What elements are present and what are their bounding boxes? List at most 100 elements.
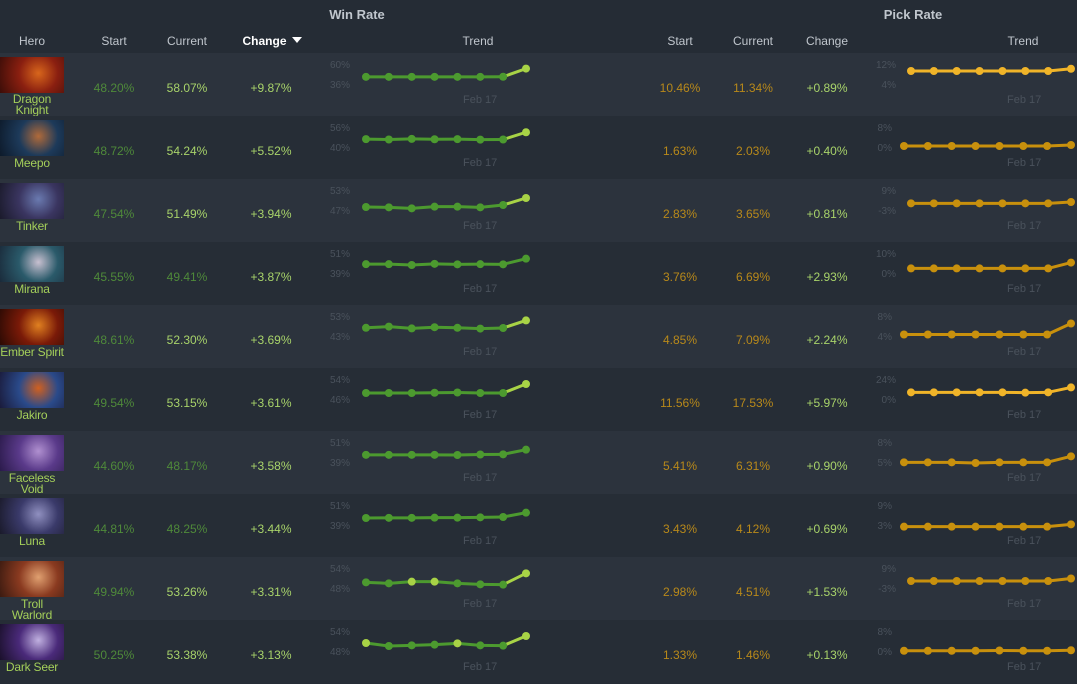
trend-point[interactable]: [952, 67, 961, 75]
trend-point[interactable]: [522, 445, 530, 454]
trend-point[interactable]: [430, 450, 439, 459]
trend-point[interactable]: [952, 264, 961, 273]
trend-point[interactable]: [362, 450, 370, 459]
trend-point[interactable]: [384, 203, 393, 212]
win-rate-trend-chart[interactable]: [361, 368, 531, 431]
trend-point[interactable]: [1043, 142, 1052, 150]
trend-point[interactable]: [499, 260, 508, 269]
hero-name[interactable]: Mirana: [0, 283, 64, 295]
trend-point[interactable]: [907, 199, 915, 208]
trend-point[interactable]: [407, 513, 416, 522]
trend-point[interactable]: [923, 458, 932, 467]
trend-point[interactable]: [1044, 388, 1053, 397]
win-rate-trend-chart[interactable]: [361, 116, 531, 179]
trend-point[interactable]: [1021, 264, 1030, 273]
trend-point[interactable]: [407, 450, 416, 459]
trend-point[interactable]: [522, 632, 530, 640]
win-rate-trend-chart[interactable]: [361, 305, 531, 368]
trend-point[interactable]: [476, 389, 485, 397]
trend-point[interactable]: [522, 254, 530, 263]
trend-point[interactable]: [907, 67, 915, 75]
trend-point[interactable]: [499, 324, 508, 332]
trend-point[interactable]: [522, 380, 530, 388]
trend-point[interactable]: [998, 67, 1007, 75]
trend-point[interactable]: [522, 128, 530, 137]
trend-point[interactable]: [499, 513, 508, 521]
win-rate-trend-chart[interactable]: [361, 53, 531, 116]
trend-point[interactable]: [900, 330, 908, 339]
pick-rate-trend-chart[interactable]: [899, 116, 1076, 179]
pick-rate-trend-chart[interactable]: [899, 305, 1076, 368]
trend-point[interactable]: [1067, 520, 1075, 529]
trend-point[interactable]: [476, 580, 485, 589]
trend-point[interactable]: [476, 72, 485, 81]
trend-point[interactable]: [362, 323, 370, 332]
hero-name[interactable]: Ember Spirit: [0, 346, 64, 358]
hero-cell[interactable]: Dark Seer: [0, 624, 64, 673]
trend-point[interactable]: [362, 135, 370, 144]
trend-point[interactable]: [522, 64, 530, 73]
trend-point[interactable]: [384, 72, 393, 81]
trend-point[interactable]: [975, 388, 984, 397]
trend-point[interactable]: [1067, 258, 1075, 267]
trend-point[interactable]: [995, 330, 1004, 339]
trend-point[interactable]: [384, 450, 393, 459]
hero-name[interactable]: Luna: [0, 535, 64, 547]
hero-cell[interactable]: Tinker: [0, 183, 64, 232]
trend-point[interactable]: [952, 388, 961, 397]
column-header-hero[interactable]: Hero: [18, 34, 45, 48]
column-header-wr-current[interactable]: Current: [166, 34, 207, 48]
trend-point[interactable]: [907, 577, 915, 585]
hero-portrait[interactable]: [0, 624, 64, 660]
trend-point[interactable]: [1019, 646, 1028, 655]
trend-point[interactable]: [430, 202, 439, 211]
win-rate-trend-chart[interactable]: [361, 179, 531, 242]
trend-point[interactable]: [499, 450, 508, 459]
trend-point[interactable]: [995, 458, 1004, 467]
pick-rate-trend-chart[interactable]: [906, 179, 1076, 242]
trend-point[interactable]: [1067, 574, 1075, 583]
hero-cell[interactable]: Troll Warlord: [0, 561, 64, 621]
trend-point[interactable]: [453, 72, 462, 81]
trend-point[interactable]: [384, 389, 393, 397]
trend-point[interactable]: [975, 577, 984, 585]
trend-point[interactable]: [947, 458, 956, 467]
trend-point[interactable]: [476, 260, 485, 269]
trend-point[interactable]: [453, 451, 462, 459]
trend-point[interactable]: [1044, 199, 1053, 208]
trend-point[interactable]: [971, 142, 980, 150]
trend-point[interactable]: [971, 646, 980, 655]
hero-cell[interactable]: Dragon Knight: [0, 57, 64, 116]
trend-point[interactable]: [929, 67, 938, 75]
trend-point[interactable]: [499, 201, 508, 209]
trend-point[interactable]: [476, 324, 485, 333]
trend-point[interactable]: [1043, 646, 1052, 655]
trend-point[interactable]: [923, 142, 932, 150]
trend-point[interactable]: [971, 522, 980, 531]
trend-point[interactable]: [430, 388, 439, 397]
trend-point[interactable]: [929, 199, 938, 208]
trend-point[interactable]: [407, 204, 416, 213]
trend-point[interactable]: [430, 259, 439, 268]
trend-point[interactable]: [975, 199, 984, 208]
trend-point[interactable]: [476, 450, 485, 459]
column-header-pr-trend[interactable]: Trend: [1007, 34, 1039, 48]
trend-point[interactable]: [362, 389, 370, 397]
trend-point[interactable]: [1019, 142, 1028, 150]
hero-portrait[interactable]: [0, 435, 64, 471]
win-rate-trend-chart[interactable]: [361, 494, 531, 557]
trend-point[interactable]: [453, 388, 462, 397]
trend-point[interactable]: [384, 322, 393, 331]
trend-point[interactable]: [900, 142, 908, 150]
hero-name[interactable]: Faceless Void: [0, 472, 64, 495]
trend-point[interactable]: [1019, 458, 1028, 467]
trend-point[interactable]: [430, 72, 439, 81]
win-rate-trend-chart[interactable]: [361, 431, 531, 494]
trend-point[interactable]: [929, 388, 938, 397]
trend-point[interactable]: [923, 522, 932, 531]
trend-point[interactable]: [907, 264, 915, 273]
hero-cell[interactable]: Ember Spirit: [0, 309, 64, 358]
trend-point[interactable]: [407, 641, 416, 650]
trend-point[interactable]: [499, 641, 508, 650]
trend-point[interactable]: [430, 135, 439, 144]
